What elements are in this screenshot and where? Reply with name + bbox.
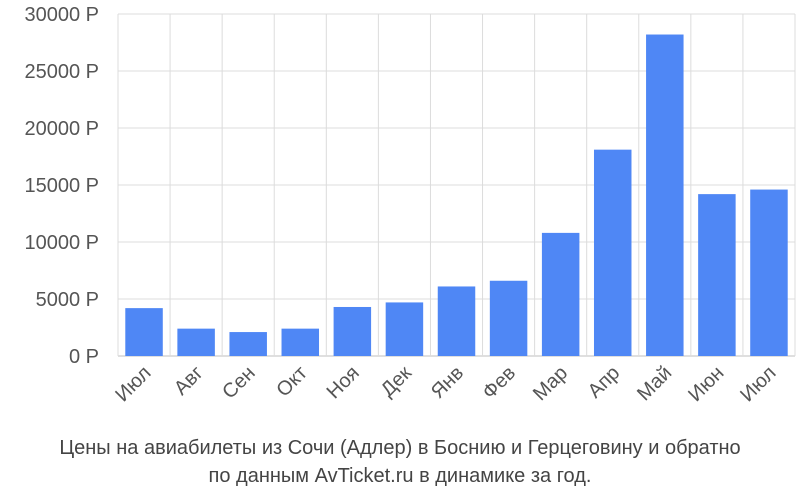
grid-lines xyxy=(117,13,796,357)
bar xyxy=(489,280,528,356)
x-tick-label: Фев xyxy=(478,362,520,404)
bar xyxy=(750,189,788,356)
bar xyxy=(646,34,684,357)
bar xyxy=(541,232,580,356)
y-tick-label: 25000 Р xyxy=(24,61,99,83)
bar xyxy=(698,194,736,356)
y-axis-ticks: 0 Р 5000 Р 10000 Р 15000 Р 20000 Р 25000 Р 300… xyxy=(24,4,99,368)
bar xyxy=(593,149,632,356)
x-tick-label: Июн xyxy=(684,362,728,406)
x-tick-label: Апр xyxy=(584,362,625,403)
chart-caption-line-2: по данным AvTicket.ru в динамике за год. xyxy=(208,465,592,487)
bar xyxy=(229,332,267,356)
x-tick-label: Окт xyxy=(272,362,311,401)
bar-chart: 0 Р 5000 Р 10000 Р 15000 Р 20000 Р 25000 Р 300… xyxy=(24,4,796,406)
bar xyxy=(385,302,424,356)
x-tick-label: Ноя xyxy=(323,362,364,403)
y-tick-label: 20000 Р xyxy=(24,118,99,140)
bar xyxy=(125,308,163,356)
x-tick-label: Мар xyxy=(529,362,572,405)
y-tick-label: 30000 Р xyxy=(24,4,99,26)
x-tick-label: Сен xyxy=(218,362,259,403)
y-tick-label: 10000 Р xyxy=(24,232,99,254)
x-tick-label: Янв xyxy=(427,362,468,403)
x-tick-label: Июл xyxy=(736,362,780,406)
bar xyxy=(437,286,476,356)
x-tick-label: Май xyxy=(633,362,676,405)
bar xyxy=(177,328,215,356)
x-tick-label: Авг xyxy=(170,362,208,400)
y-tick-label: 0 Р xyxy=(69,346,99,368)
y-tick-label: 5000 Р xyxy=(36,289,99,311)
x-tick-label: Дек xyxy=(377,362,416,401)
x-axis-ticks: Июл Авг Сен Окт Ноя Дек Янв Фев Мар Апр Май Июн Июл xyxy=(111,362,780,406)
bars xyxy=(125,34,788,357)
bar xyxy=(333,306,372,356)
bar xyxy=(281,328,320,356)
x-tick-label: Июл xyxy=(111,362,155,406)
chart-caption-line-1: Цены на авиабилеты из Сочи (Адлер) в Бос… xyxy=(59,437,741,459)
y-tick-label: 15000 Р xyxy=(24,175,99,197)
